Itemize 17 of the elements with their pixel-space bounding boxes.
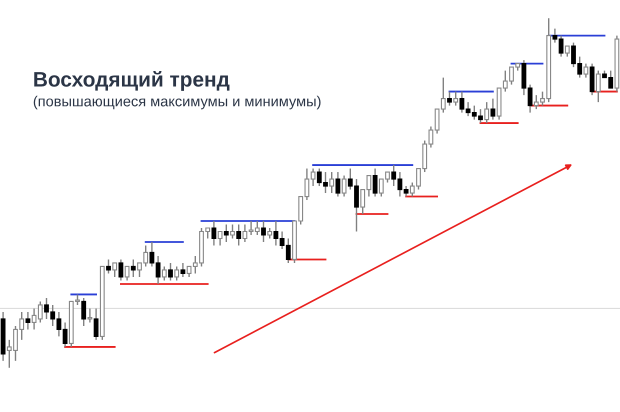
candlestick: [124, 266, 130, 282]
candlestick: [112, 262, 118, 278]
candlestick: [596, 70, 601, 103]
candlestick: [230, 224, 235, 240]
candlestick: [329, 171, 334, 194]
candlestick: [564, 45, 570, 58]
candlestick: [87, 308, 92, 324]
candlestick: [162, 266, 167, 282]
text: Восходящий тренд: [34, 71, 230, 91]
candlestick: [267, 227, 272, 240]
candlestick: [342, 174, 347, 198]
candlestick: [174, 266, 180, 282]
candlestick: [453, 90, 458, 106]
text: (повышающиеся максимумы и минимумы): [34, 96, 321, 110]
candlestick: [583, 62, 588, 78]
candlestick: [218, 230, 223, 246]
candlestick: [484, 101, 490, 124]
